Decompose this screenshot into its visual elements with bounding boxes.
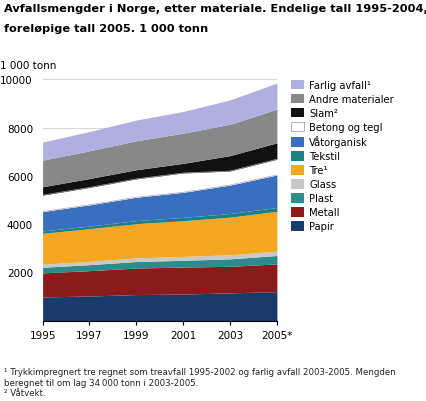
Text: ¹ Trykkimpregnert tre regnet som treavfall 1995-2002 og farlig avfall 2003-2005.: ¹ Trykkimpregnert tre regnet som treavfa…: [4, 367, 396, 397]
Text: foreløpige tall 2005. 1 000 tonn: foreløpige tall 2005. 1 000 tonn: [4, 24, 208, 34]
Text: Avfallsmengder i Norge, etter materiale. Endelige tall 1995-2004,: Avfallsmengder i Norge, etter materiale.…: [4, 4, 426, 14]
Text: 1 000 tonn: 1 000 tonn: [0, 61, 57, 71]
Legend: Farlig avfall¹, Andre materialer, Slam², Betong og tegl, Våtorganisk, Tekstil, T: Farlig avfall¹, Andre materialer, Slam²,…: [291, 80, 394, 232]
